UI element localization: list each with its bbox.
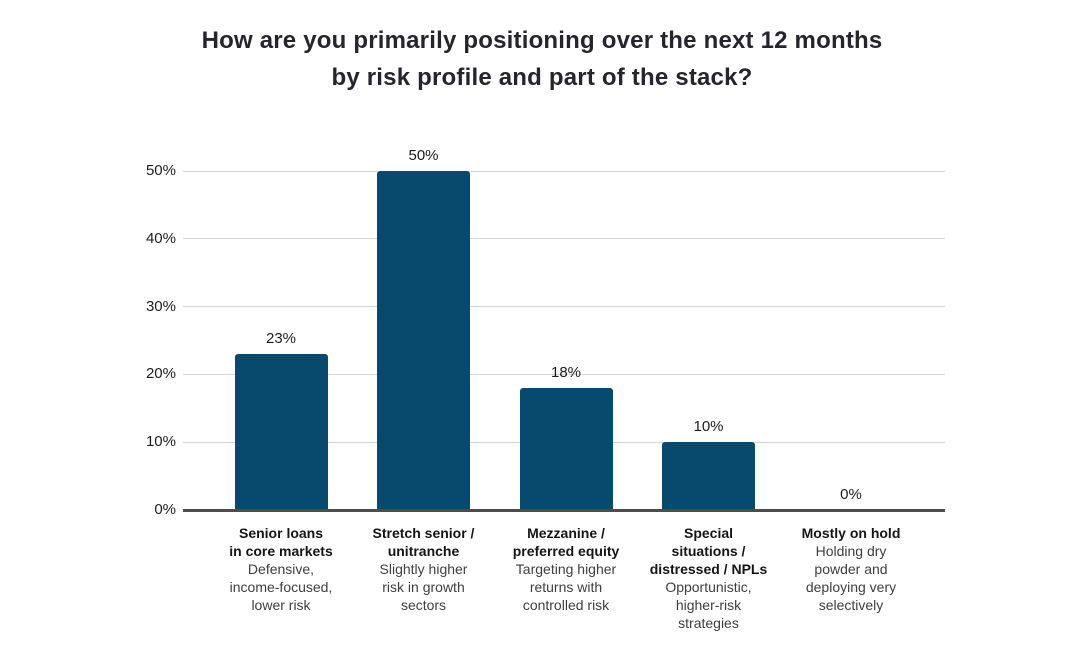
bar-value-label: 23% xyxy=(265,330,297,348)
chart-title: How are you primarily positioning over t… xyxy=(0,22,1084,96)
y-tick-label: 50% xyxy=(145,162,176,179)
category-label-block: Senior loans in core markets Defensive, inc… xyxy=(203,524,359,614)
bar-2 xyxy=(377,171,470,510)
bar-value-label: 50% xyxy=(408,147,439,164)
chart-title-line1: How are you primarily positioning over t… xyxy=(201,27,883,54)
gridline-30% xyxy=(183,306,945,308)
category-title: Stretch senior / unitranche xyxy=(372,525,475,559)
y-tick-label: 10% xyxy=(145,433,176,451)
category-description: Defensive, income-focused, lower risk xyxy=(229,561,333,613)
gridline-40% xyxy=(183,238,945,240)
gridline-20% xyxy=(183,373,945,375)
bar-1 xyxy=(234,354,328,510)
category-title: Mostly on hold xyxy=(801,525,901,541)
bar-value-label: 10% xyxy=(693,418,724,436)
category-description: Slightly higher risk in growth sectors xyxy=(379,561,468,613)
y-tick-label: 40% xyxy=(145,229,176,247)
category-description: Targeting higher returns with controlled r… xyxy=(515,561,617,613)
category-description: Opportunistic, higher-risk strategies xyxy=(665,579,752,631)
category-title: Special situations / distressed / NPLs xyxy=(649,525,768,577)
bar-value-label: 0% xyxy=(840,486,862,503)
category-title: Mezzanine / preferred equity xyxy=(512,525,620,559)
gridline-50% xyxy=(183,170,945,172)
bar-4 xyxy=(662,442,755,510)
bar-value-label: 18% xyxy=(550,363,582,381)
category-label-block: Stretch senior / unitranche Slightly highe… xyxy=(346,524,502,614)
y-tick-label: 30% xyxy=(145,297,176,315)
bar-3 xyxy=(519,387,613,510)
category-label-block: Mezzanine / preferred equity Targeting hig… xyxy=(488,524,644,614)
y-tick-label: 20% xyxy=(145,365,176,383)
category-label-block: Mostly on hold Holding dry powder and deplo… xyxy=(773,524,929,614)
x-axis-line xyxy=(183,509,945,512)
category-title: Senior loans in core markets xyxy=(229,525,333,559)
chart-title-line2: by risk profile and part of the stack? xyxy=(331,64,753,91)
category-description: Holding dry powder and deploying very selec… xyxy=(805,543,897,613)
category-label-block: Special situations / distressed / NPLs Oppo… xyxy=(631,524,787,632)
y-tick-label: 0% xyxy=(154,501,176,518)
